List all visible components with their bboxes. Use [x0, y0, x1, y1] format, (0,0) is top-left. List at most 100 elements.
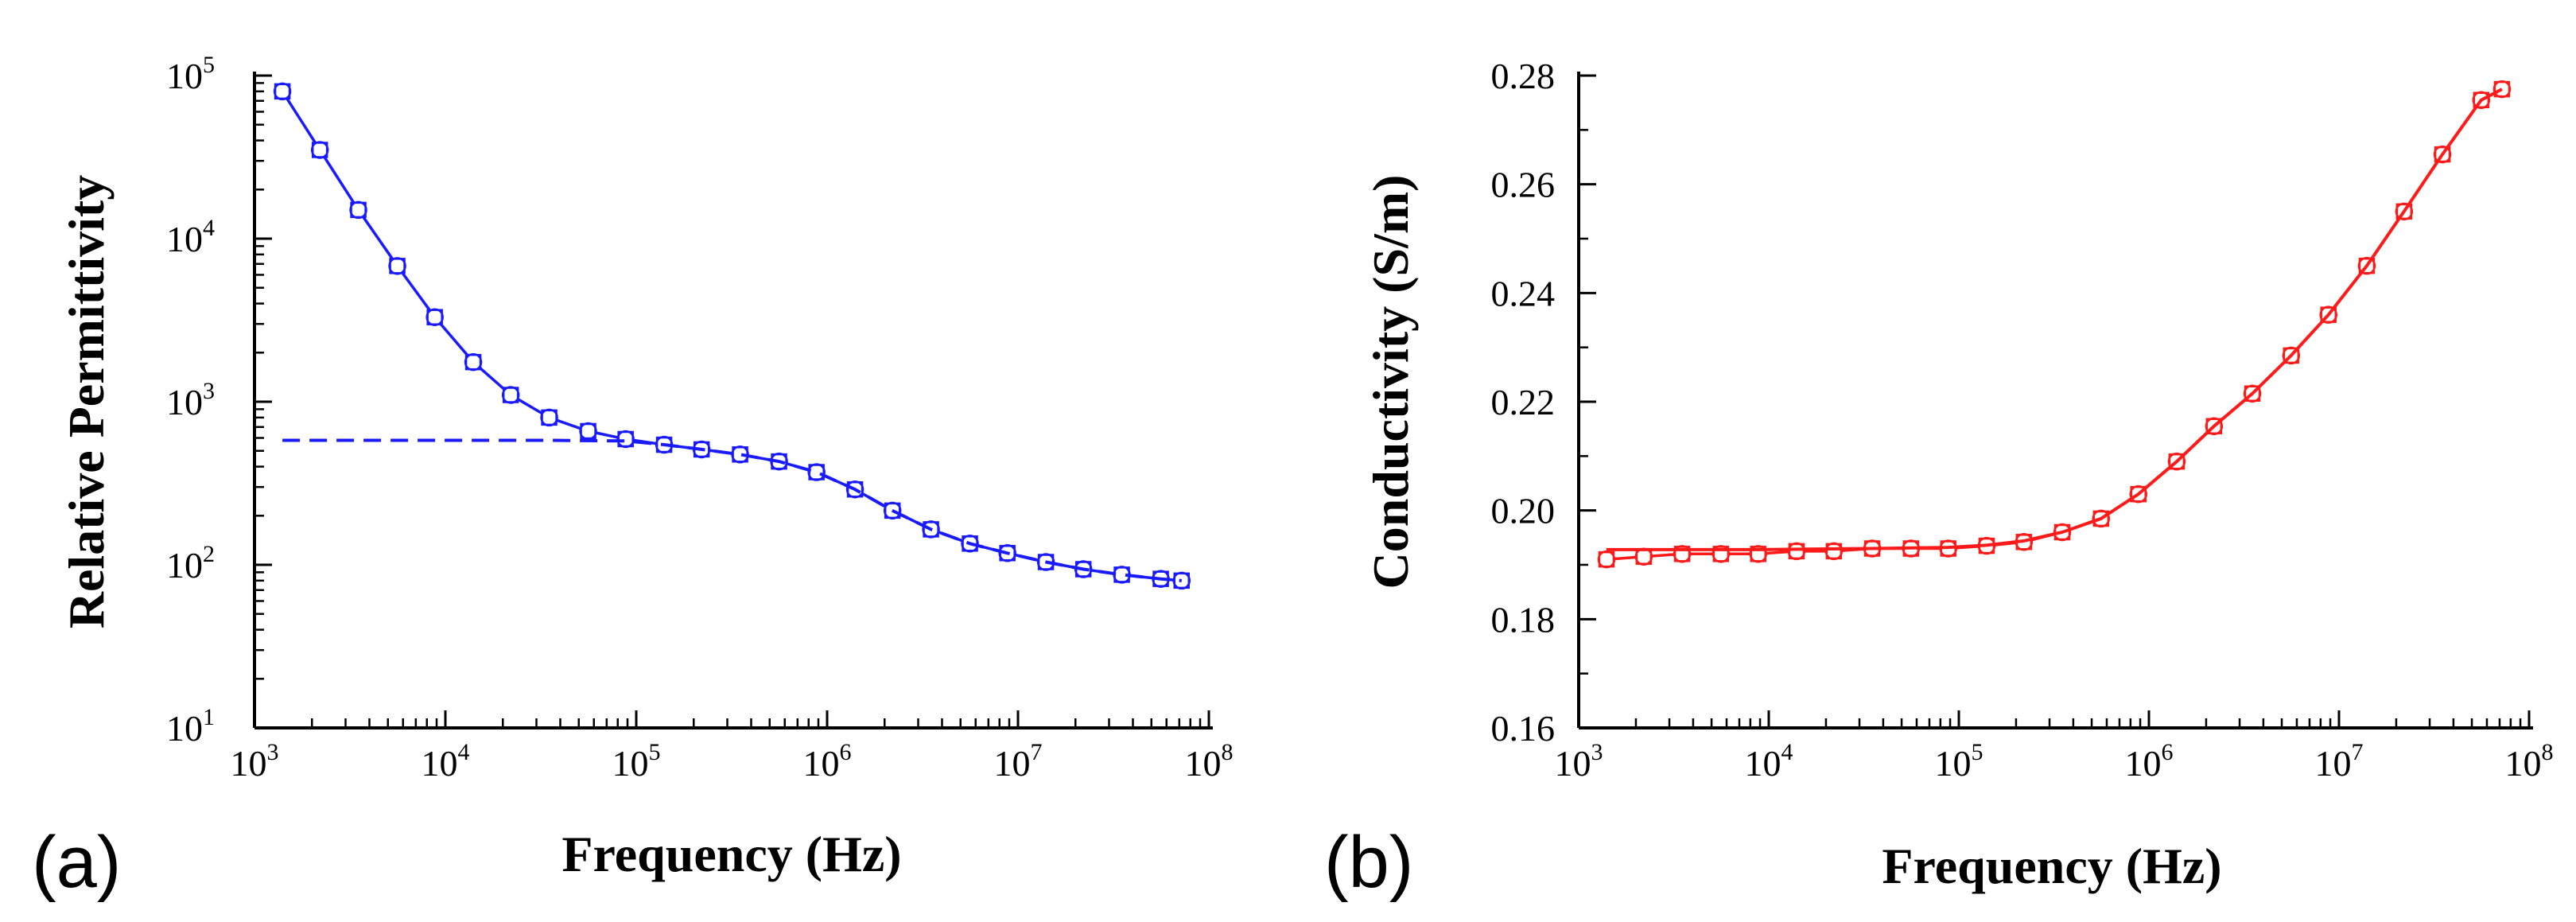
x-axis-title: Frequency (Hz): [561, 826, 901, 882]
x-tick-base: 10: [2315, 743, 2352, 784]
data-point-circle: [1712, 545, 1731, 563]
x-tick-label: 105: [612, 739, 661, 784]
y-tick-label: 0.26: [1491, 165, 1556, 205]
panel-label: (b): [1324, 822, 1413, 903]
x-axis-title: Frequency (Hz): [1882, 838, 2221, 894]
x-tick-label: 105: [1935, 739, 1983, 784]
y-tick-exponent: 3: [203, 378, 215, 404]
x-tick-base: 10: [231, 743, 267, 784]
data-point-circle: [883, 501, 902, 520]
data-point-circle: [349, 200, 367, 220]
data-point-circle: [2092, 509, 2111, 528]
x-tick-base: 10: [2125, 743, 2162, 784]
data-point-circle: [2319, 305, 2337, 324]
data-point-circle: [2357, 256, 2376, 275]
data-point-circle: [807, 463, 826, 481]
x-tick-base: 10: [2505, 743, 2542, 784]
y-tick-label: 0.20: [1491, 491, 1556, 531]
x-tick-label: 108: [1185, 739, 1234, 784]
data-point-circle: [1787, 542, 1806, 561]
x-tick-exponent: 7: [1031, 739, 1043, 765]
x-tick-base: 10: [1185, 743, 1222, 784]
x-tick-base: 10: [803, 743, 840, 784]
data-point-circle: [922, 520, 940, 539]
x-tick-base: 10: [422, 743, 458, 784]
y-tick-label: 0.16: [1491, 708, 1556, 749]
series-line-fitted: [282, 438, 1182, 582]
x-tick-base: 10: [1555, 743, 1591, 784]
x-tick-base: 10: [994, 743, 1031, 784]
data-point-circle: [1597, 550, 1616, 569]
series-line-fitted: [1606, 88, 2503, 551]
x-tick-label: 108: [2505, 739, 2554, 784]
data-point-circle: [1172, 571, 1191, 590]
data-point-circle: [1673, 545, 1692, 563]
y-tick-exponent: 2: [203, 541, 215, 567]
y-tick-exponent: 5: [203, 52, 215, 78]
x-tick-exponent: 4: [458, 739, 470, 765]
y-tick-base: 10: [166, 708, 203, 749]
data-point-circle: [1749, 545, 1767, 563]
data-point-circle: [1824, 542, 1844, 561]
x-tick-label: 103: [1555, 739, 1603, 784]
data-point-circle: [2282, 346, 2301, 365]
y-tick-label: 105: [166, 52, 215, 96]
y-tick-exponent: 1: [203, 704, 215, 730]
x-tick-base: 10: [1745, 743, 1781, 784]
data-point-circle: [388, 257, 406, 275]
data-point-circle: [2053, 523, 2072, 542]
data-point-circle: [501, 386, 520, 404]
data-point-circle: [273, 82, 292, 101]
data-point-circle: [425, 308, 444, 326]
x-tick-exponent: 5: [1972, 739, 1983, 765]
panel-label: (a): [32, 822, 121, 903]
x-tick-base: 10: [1935, 743, 1972, 784]
data-point-circle: [2472, 91, 2491, 109]
data-point-circle: [2205, 417, 2224, 435]
y-tick-label: 0.18: [1491, 599, 1556, 640]
y-tick-label: 0.28: [1491, 56, 1556, 96]
x-tick-label: 106: [2125, 739, 2174, 784]
y-tick-label: 0.24: [1491, 273, 1556, 313]
x-tick-label: 107: [2315, 739, 2364, 784]
data-point-circle: [540, 408, 558, 427]
data-point-circle: [845, 480, 864, 499]
data-point-circle: [2243, 384, 2262, 403]
x-tick-exponent: 6: [2162, 739, 2174, 765]
x-tick-label: 106: [803, 739, 852, 784]
y-tick-base: 10: [166, 545, 203, 585]
data-point-circle: [464, 352, 483, 372]
y-axis-title: Relative Permittivity: [58, 175, 115, 628]
series-line-measured: [281, 90, 1182, 582]
y-tick-base: 10: [166, 382, 203, 422]
y-tick-label: 101: [166, 704, 215, 749]
y-tick-label: 0.22: [1491, 382, 1556, 422]
x-tick-exponent: 4: [1781, 739, 1793, 765]
data-point-circle: [2167, 452, 2186, 471]
data-point-circle: [2129, 484, 2147, 504]
x-tick-label: 104: [1745, 739, 1793, 784]
x-tick-exponent: 6: [840, 739, 852, 765]
panel-a: 103 104 105 106 107 108101102103104105Frequen…: [32, 52, 1234, 903]
y-tick-label: 102: [166, 541, 215, 585]
x-tick-exponent: 3: [1591, 739, 1603, 765]
series-line-measured: [1606, 88, 2503, 561]
x-tick-base: 10: [612, 743, 649, 784]
y-axis-title: Conductivity (S/m): [1362, 175, 1419, 589]
y-tick-label: 103: [166, 378, 215, 422]
x-tick-label: 104: [422, 739, 470, 784]
x-tick-exponent: 5: [649, 739, 661, 765]
y-tick-base: 10: [166, 219, 203, 259]
x-tick-exponent: 7: [2352, 739, 2364, 765]
x-tick-exponent: 3: [267, 739, 279, 765]
data-point-circle: [2433, 145, 2452, 164]
panel-b: 103 104 105 106 107 1080.160.180.200.220.240.…: [1324, 56, 2554, 903]
y-tick-base: 10: [166, 56, 203, 96]
x-tick-exponent: 8: [1222, 739, 1234, 765]
y-tick-exponent: 4: [203, 215, 215, 241]
data-point-circle: [998, 544, 1016, 562]
x-tick-label: 107: [994, 739, 1043, 784]
x-tick-exponent: 8: [2542, 739, 2554, 765]
data-point-circle: [310, 141, 329, 159]
